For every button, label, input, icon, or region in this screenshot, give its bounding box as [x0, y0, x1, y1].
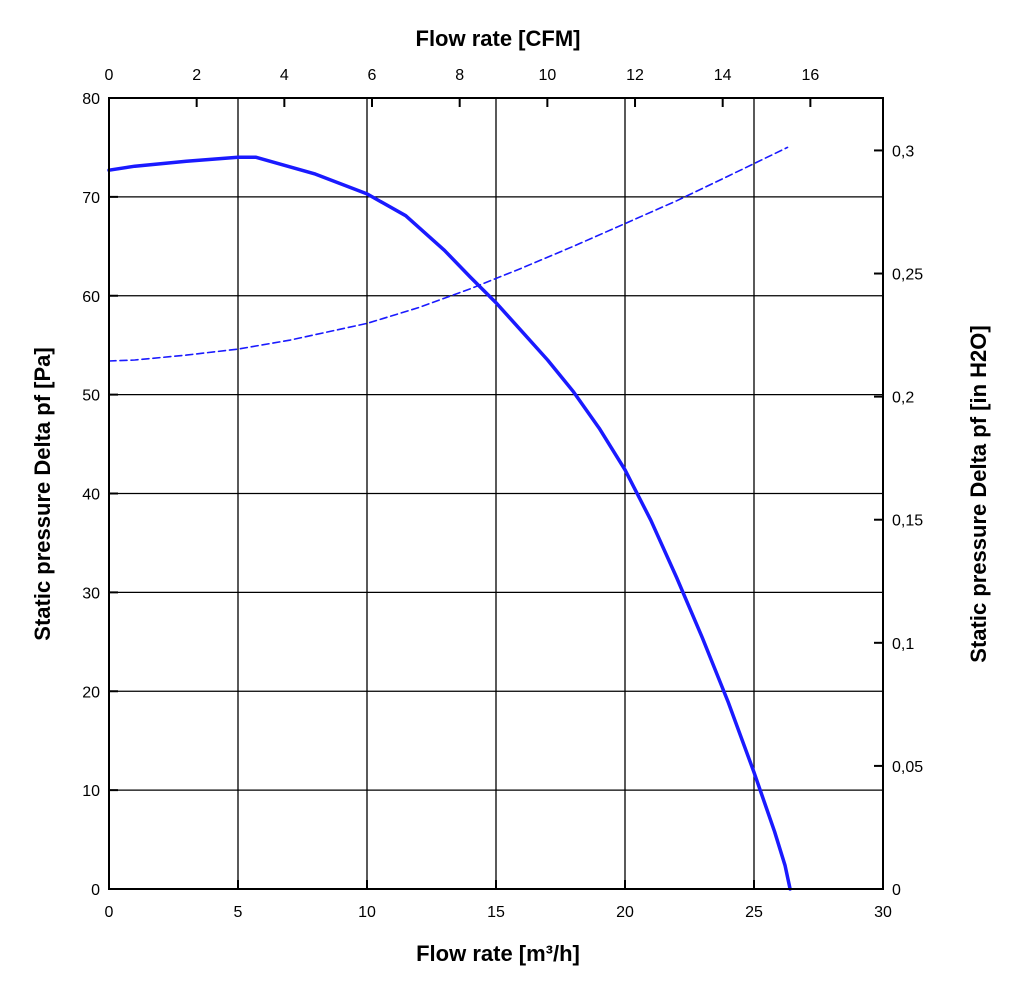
y-tick-label-0: 0	[91, 882, 100, 899]
right-tick-label-6: 0,3	[892, 143, 914, 160]
y-tick-label-2: 20	[82, 684, 100, 701]
y-tick-label-1: 10	[82, 783, 100, 800]
top-tick-label-1: 2	[192, 67, 201, 84]
dashed-series-line	[108, 146, 789, 362]
top-axis-title: Flow rate [CFM]	[416, 26, 581, 51]
right-axis-title: Static pressure Delta pf [in H2O]	[966, 325, 991, 662]
right-tick-label-2: 0,1	[892, 636, 914, 653]
x-tick-label-5: 25	[745, 904, 763, 921]
x-tick-label-0: 0	[105, 904, 114, 921]
y-tick-label-7: 70	[82, 190, 100, 207]
y-tick-label-5: 50	[82, 388, 100, 405]
series-layer	[107, 146, 792, 891]
right-tick-label-4: 0,2	[892, 390, 914, 407]
top-tick-label-2: 4	[280, 67, 289, 84]
top-tick-label-4: 8	[455, 67, 464, 84]
y-tick-label-4: 40	[82, 487, 100, 504]
top-tick-label-7: 14	[714, 67, 732, 84]
x-tick-label-4: 20	[616, 904, 634, 921]
x-tick-label-3: 15	[487, 904, 505, 921]
bottom-axis-title: Flow rate [m³/h]	[416, 941, 580, 966]
x-tick-label-1: 5	[234, 904, 243, 921]
y-tick-label-8: 80	[82, 91, 100, 108]
y-tick-label-3: 30	[82, 585, 100, 602]
right-tick-label-0: 0	[892, 882, 901, 899]
x-tick-label-6: 30	[874, 904, 892, 921]
solid-series-line	[107, 155, 792, 891]
right-tick-label-3: 0,15	[892, 513, 923, 530]
x-tick-label-2: 10	[358, 904, 376, 921]
top-tick-label-3: 6	[368, 67, 377, 84]
top-tick-label-0: 0	[105, 67, 114, 84]
right-tick-label-5: 0,25	[892, 267, 923, 284]
top-tick-label-5: 10	[538, 67, 556, 84]
y-tick-label-6: 60	[82, 289, 100, 306]
top-tick-label-8: 16	[801, 67, 819, 84]
grid	[109, 98, 883, 889]
left-axis-title: Static pressure Delta pf [Pa]	[30, 347, 55, 640]
right-tick-label-1: 0,05	[892, 759, 923, 776]
top-tick-label-6: 12	[626, 67, 644, 84]
